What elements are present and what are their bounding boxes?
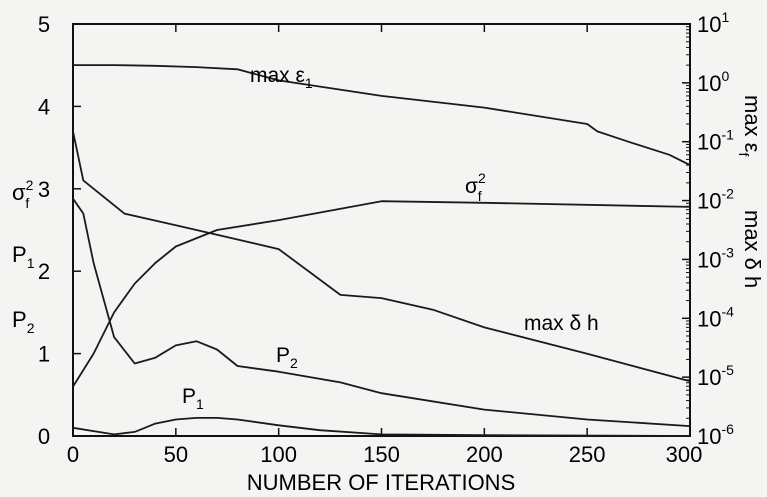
series-line-3 [72, 198, 691, 427]
p1-letter: P [12, 242, 27, 267]
left-y-tick-label: 5 [38, 12, 50, 37]
tick-exponent: -5 [721, 362, 734, 378]
x-tick-label: 0 [67, 442, 79, 467]
x-tick-label: 150 [363, 442, 400, 467]
curve-label-text: P [276, 344, 290, 367]
curve-label-2: σ2 f [465, 170, 486, 204]
left-axis-label-p2: P2 [12, 307, 35, 336]
x-axis-label: NUMBER OF ITERATIONS [247, 470, 516, 495]
x-tick-label: 300 [666, 442, 703, 467]
plot-frame [72, 23, 691, 437]
p1-subscript: 1 [27, 255, 35, 271]
curve-label-sub: f [478, 188, 482, 204]
epsilon-label-text: max ε [740, 95, 765, 153]
plot-area-border [72, 23, 691, 437]
curve-label-text: σ [465, 175, 478, 198]
tick-exponent: 1 [721, 9, 729, 25]
tick-marks [72, 23, 691, 437]
left-axis-label-sigma: σ2 f [12, 177, 34, 211]
tick-base: 10 [697, 130, 721, 155]
left-y-tick-label: 2 [38, 259, 50, 284]
right-y-tick-label: 10-6 [697, 421, 734, 449]
left-axis-label-p1: P1 [12, 242, 35, 271]
p2-letter: P [12, 307, 27, 332]
right-y-tick-label: 10-4 [697, 303, 734, 331]
tick-exponent: -1 [721, 127, 734, 143]
right-y-tick-label: 101 [697, 9, 729, 37]
x-tick-labels: 0 50 100 150 200 250 300 [67, 442, 702, 467]
curve-label-4: P1 [182, 385, 204, 412]
curve-label-0: max ε1 [250, 64, 313, 91]
series-line-1 [72, 131, 691, 383]
tick-base: 10 [697, 247, 721, 272]
curve-label-text: P [182, 385, 196, 408]
curve-label-sub: 2 [290, 355, 298, 371]
tick-base: 10 [697, 189, 721, 214]
sigma-symbol: σ [12, 180, 26, 205]
left-axis-labels: σ2 f P1 P2 [12, 177, 35, 336]
curve-label-sup: 2 [478, 170, 486, 186]
tick-base: 10 [697, 12, 721, 37]
left-y-tick-label: 1 [38, 342, 50, 367]
curve-label-text: max δ h [524, 312, 599, 335]
right-axis-label-epsilon: max εf [736, 95, 765, 156]
curve-label-3: P2 [276, 344, 298, 371]
right-y-tick-label: 100 [697, 68, 729, 96]
series-line-0 [73, 64, 691, 166]
tick-base: 10 [697, 365, 721, 390]
x-tick-label: 250 [569, 442, 606, 467]
tick-base: 10 [697, 424, 721, 449]
curve-label-sub: 1 [196, 396, 204, 412]
left-y-tick-label: 3 [38, 177, 50, 202]
tick-exponent: -4 [721, 303, 734, 319]
x-tick-label: 50 [164, 442, 188, 467]
tick-exponent: -6 [721, 421, 734, 437]
tick-base: 10 [697, 306, 721, 331]
curve-label-1: max δ h [524, 312, 599, 335]
left-y-tick-label: 0 [38, 424, 50, 449]
sigma-superscript: 2 [26, 177, 34, 193]
right-y-tick-label: 10-5 [697, 362, 734, 390]
curve-label-sub: 1 [305, 75, 313, 91]
curve-label-text: max ε [250, 64, 305, 87]
tick-exponent: 0 [721, 68, 729, 84]
left-y-tick-label: 4 [38, 94, 50, 119]
epsilon-label-subscript: f [736, 152, 752, 156]
left-y-tick-labels: 0 1 2 3 4 5 [38, 12, 50, 449]
right-axis-labels: max εf max δ h [736, 95, 765, 288]
right-y-tick-label: 10-3 [697, 244, 734, 272]
sigma-subscript: f [25, 195, 29, 211]
right-y-tick-label: 10-2 [697, 186, 734, 214]
tick-exponent: -2 [721, 186, 734, 202]
series-line-2 [72, 200, 691, 388]
x-tick-label: 100 [260, 442, 297, 467]
series-line-4 [72, 417, 691, 437]
tick-base: 10 [697, 71, 721, 96]
tick-exponent: -3 [721, 244, 734, 260]
x-tick-label: 200 [466, 442, 503, 467]
p2-subscript: 2 [27, 320, 35, 336]
right-y-tick-label: 10-1 [697, 127, 734, 155]
right-axis-label-delta: max δ h [740, 210, 765, 288]
series-lines [72, 64, 691, 437]
